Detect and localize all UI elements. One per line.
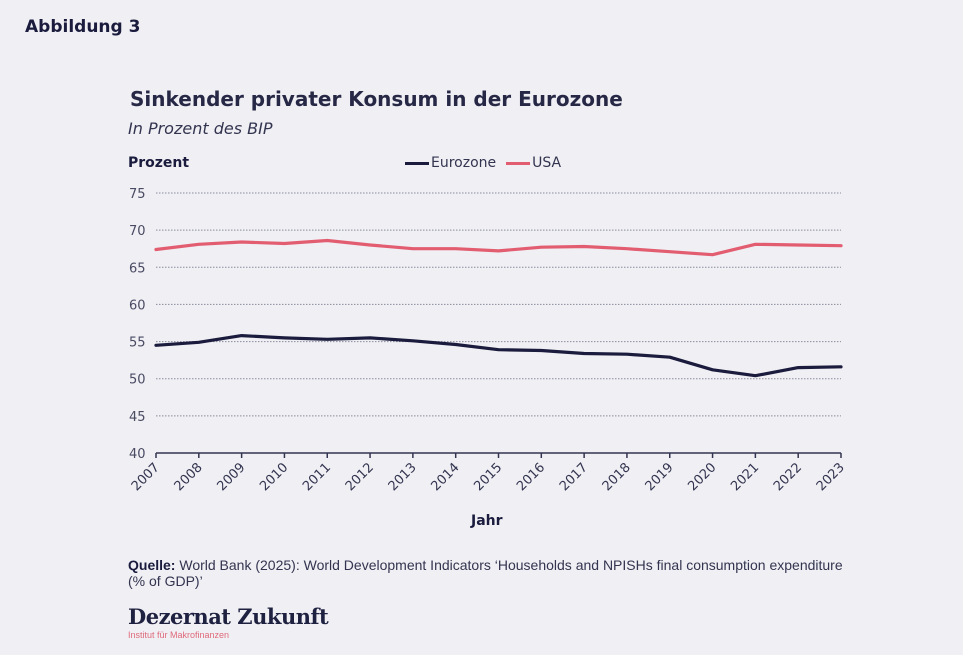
- chart-title: Sinkender privater Konsum in der Eurozon…: [130, 87, 623, 111]
- source-note: Quelle: World Bank (2025): World Develop…: [128, 557, 858, 589]
- y-tick-label: 65: [129, 261, 146, 276]
- y-tick-label: 40: [129, 447, 146, 462]
- series-lines: [154, 238, 843, 378]
- x-axis-label: Jahr: [471, 513, 503, 529]
- x-tick-label: 2013: [386, 460, 420, 494]
- legend-label-eurozone: Eurozone: [431, 155, 497, 171]
- gridlines: [156, 192, 841, 417]
- x-tick-label: 2016: [514, 460, 548, 494]
- chart-subtitle: In Prozent des BIP: [128, 119, 273, 138]
- series-line-usa: [154, 238, 843, 257]
- legend-item-usa: USA: [506, 155, 561, 171]
- series-line-eurozone: [154, 334, 843, 378]
- brand-subtitle: Institut für Makrofinanzen: [128, 630, 230, 640]
- brand-logo: Dezernat Zukunft: [128, 604, 329, 629]
- x-tick-label: 2007: [129, 460, 163, 494]
- x-tick-label: 2023: [814, 460, 848, 494]
- x-tick-label: 2019: [643, 460, 677, 494]
- y-tick-label: 55: [129, 336, 146, 351]
- source-text: World Bank (2025): World Development Ind…: [128, 557, 843, 589]
- x-tick-label: 2010: [257, 460, 291, 494]
- figure-label: Abbildung 3: [25, 17, 141, 37]
- y-tick-label: 70: [129, 224, 146, 239]
- x-tick-label: 2008: [172, 460, 206, 494]
- y-tick-label: 50: [129, 373, 146, 388]
- x-tick-label: 2015: [471, 460, 505, 494]
- x-tick-label: 2017: [557, 460, 591, 494]
- y-tick-label: 60: [129, 298, 146, 313]
- x-tick-label: 2011: [300, 460, 334, 494]
- legend: Eurozone USA: [405, 155, 561, 171]
- x-tick-label: 2012: [343, 460, 377, 494]
- legend-label-usa: USA: [532, 155, 562, 171]
- y-tick-label: 45: [129, 410, 146, 425]
- x-tick-label: 2021: [728, 460, 762, 494]
- x-tick-label: 2018: [600, 460, 634, 494]
- y-axis-label: Prozent: [128, 155, 190, 171]
- x-axis: 2007 2008 2009 2010 2011 2012 2013 2014 2015 2016…: [129, 452, 848, 494]
- legend-item-eurozone: Eurozone: [405, 155, 496, 171]
- y-tick-label: 75: [129, 187, 146, 202]
- x-tick-label: 2020: [685, 460, 719, 494]
- x-tick-label: 2009: [214, 460, 248, 494]
- source-label: Quelle:: [128, 557, 176, 573]
- y-axis-ticks: 40 45 50 55 60 65 70 75: [129, 187, 146, 462]
- legend-swatch-eurozone: [405, 161, 429, 165]
- x-tick-label: 2014: [429, 460, 463, 494]
- x-tick-label: 2022: [771, 460, 805, 494]
- legend-swatch-usa: [506, 161, 531, 165]
